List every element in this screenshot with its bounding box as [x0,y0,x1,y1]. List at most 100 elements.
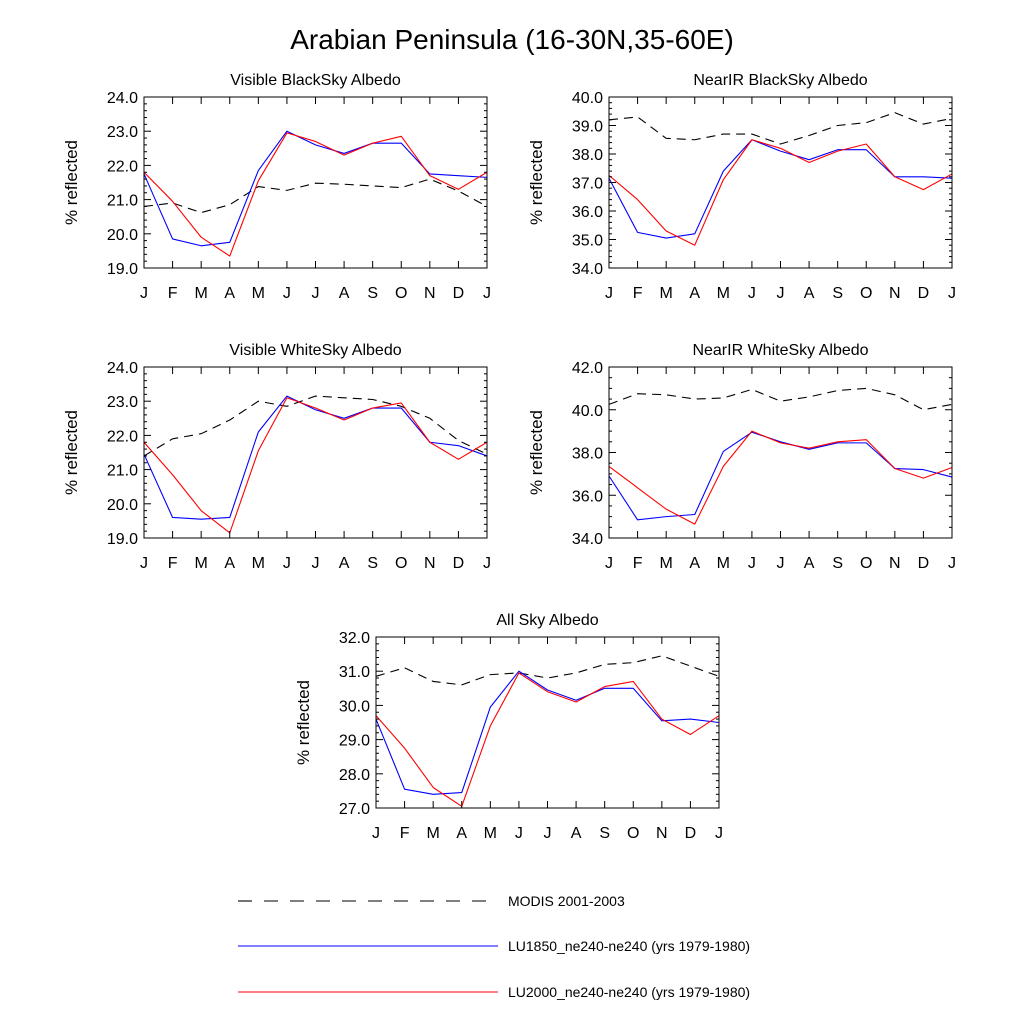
x-tick-label: M [484,825,497,842]
series-group [375,655,720,807]
x-tick-label: A [689,285,700,302]
x-tick-label: N [424,555,436,572]
series-line-1 [608,387,953,411]
y-tick-label: 20.0 [107,497,138,514]
y-axis-label: % reflected [527,140,546,225]
x-tick-label: J [483,285,491,302]
x-tick-label: O [860,555,872,572]
x-tick-label: D [453,555,465,572]
x-tick-label: A [804,555,815,572]
x-tick-label: M [195,285,208,302]
series-line-1 [375,655,720,686]
x-tick-label: J [283,285,291,302]
y-tick-label: 28.0 [339,767,370,784]
y-tick-label: 36.0 [572,488,603,505]
y-tick-label: 21.0 [107,463,138,480]
figure-title: Arabian Peninsula (16-30N,35-60E) [290,24,734,55]
y-tick-label: 40.0 [572,403,603,420]
plot-frame [608,96,953,269]
x-tick-label: J [748,285,756,302]
series-line-3 [608,430,953,525]
x-tick-label: N [889,285,901,302]
y-tick-label: 23.0 [107,124,138,141]
x-tick-label: J [748,555,756,572]
x-tick-label: J [140,555,148,572]
chart-panel-2: NearIR BlackSky Albedo % reflected 34.0 35.… [527,72,956,302]
y-axis-label: % reflected [62,410,81,495]
chart-panel-3: Visible WhiteSky Albedo % reflected 19.0 20… [62,342,491,572]
y-tick-label: 40.0 [572,90,603,107]
x-tick-label: J [777,285,785,302]
series-line-3 [143,397,488,534]
x-tick-label: J [544,825,552,842]
panel-title: Visible WhiteSky Albedo [229,342,401,359]
y-axis-label: % reflected [294,680,313,765]
series-group [608,112,953,246]
x-tick-label: A [224,555,235,572]
x-tick-label: J [715,825,723,842]
legend-label: LU2000_ne240-ne240 (yrs 1979-1980) [508,984,750,1000]
x-tick-label: D [918,555,930,572]
chart-panel-4: NearIR WhiteSky Albedo % reflected 34.0 36.… [527,342,956,572]
legend: MODIS 2001-2003 LU1850_ne240-ne240 (yrs 1… [238,893,750,1000]
x-tick-label: S [832,285,843,302]
chart-panel-1: Visible BlackSky Albedo % reflected 19.0 20… [62,72,491,302]
legend-label: LU1850_ne240-ne240 (yrs 1979-1980) [508,938,750,954]
series-group [143,130,488,257]
x-tick-label: M [195,555,208,572]
panel-title: All Sky Albedo [496,612,598,629]
series-line-2 [143,130,488,247]
x-tick-label: J [372,825,380,842]
series-line-2 [143,395,488,520]
x-tick-label: F [168,555,178,572]
x-tick-label: M [660,555,673,572]
series-line-3 [375,672,720,807]
x-tick-label: J [948,285,956,302]
series-line-2 [608,431,953,521]
x-tick-label: M [252,285,265,302]
y-tick-label: 27.0 [339,801,370,818]
x-tick-label: A [571,825,582,842]
x-tick-label: J [777,555,785,572]
x-tick-label: A [339,285,350,302]
chart-panels: Visible BlackSky Albedo % reflected 19.0 20… [62,72,956,842]
y-tick-label: 20.0 [107,227,138,244]
panel-title: Visible BlackSky Albedo [230,72,401,89]
series-line-1 [143,395,488,457]
y-tick-label: 30.0 [339,698,370,715]
y-tick-label: 32.0 [339,630,370,647]
plot-frame [143,366,488,539]
x-tick-label: D [685,825,697,842]
y-tick-label: 24.0 [107,90,138,107]
series-line-2 [608,139,953,239]
y-tick-label: 37.0 [572,176,603,193]
y-tick-label: 34.0 [572,261,603,278]
y-tick-label: 38.0 [572,446,603,463]
series-line-3 [143,132,488,257]
x-tick-label: J [515,825,523,842]
y-tick-label: 38.0 [572,147,603,164]
series-group [608,387,953,525]
y-tick-label: 39.0 [572,119,603,136]
y-tick-label: 22.0 [107,428,138,445]
x-tick-label: M [660,285,673,302]
x-tick-label: O [627,825,639,842]
x-tick-label: F [633,555,643,572]
x-tick-label: F [633,285,643,302]
y-axis-label: % reflected [62,140,81,225]
x-tick-label: M [252,555,265,572]
legend-entry-2: LU1850_ne240-ne240 (yrs 1979-1980) [238,938,750,954]
series-line-1 [143,178,488,214]
x-tick-label: O [860,285,872,302]
panel-title: NearIR BlackSky Albedo [693,72,867,89]
x-tick-label: J [483,555,491,572]
x-tick-label: O [395,555,407,572]
x-tick-label: J [948,555,956,572]
x-tick-label: N [656,825,668,842]
legend-entry-3: LU2000_ne240-ne240 (yrs 1979-1980) [238,984,750,1000]
x-tick-label: A [224,285,235,302]
x-tick-label: A [339,555,350,572]
y-tick-label: 35.0 [572,233,603,250]
y-tick-label: 21.0 [107,193,138,210]
